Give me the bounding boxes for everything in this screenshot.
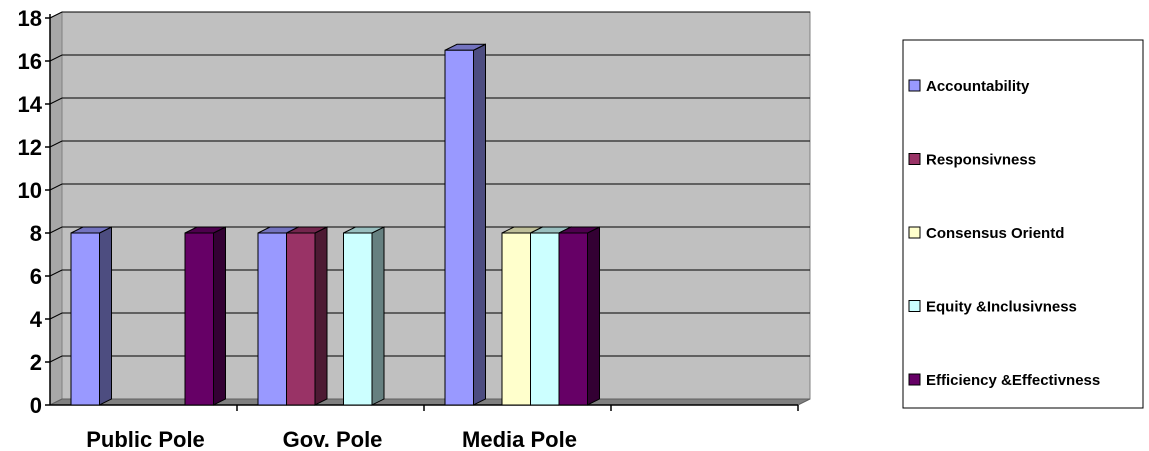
bar-front-face xyxy=(286,232,316,406)
y-tick-label: 0 xyxy=(30,393,42,418)
x-category-label: Gov. Pole xyxy=(283,427,383,451)
legend-swatch xyxy=(908,300,921,312)
y-tick-label: 4 xyxy=(30,307,43,332)
bar-front-face xyxy=(530,232,560,406)
bar-front-face xyxy=(444,49,474,406)
y-tick-label: 18 xyxy=(18,6,42,31)
legend-swatch xyxy=(908,79,921,92)
y-axis-tick-labels: 0 2 4 6 8 10 12 14 16 18 xyxy=(18,6,43,418)
legend-box xyxy=(902,39,1144,409)
y-tick-label: 8 xyxy=(30,221,42,246)
plot-back-wall xyxy=(61,11,811,400)
bar xyxy=(343,226,385,406)
legend-item: Consensus Orientd xyxy=(908,225,1064,242)
bar xyxy=(70,226,112,406)
plot-area xyxy=(49,11,811,406)
y-tick-label: 14 xyxy=(18,92,43,117)
gridline xyxy=(49,183,810,191)
legend-swatch xyxy=(908,373,921,386)
legend-swatch xyxy=(908,226,921,239)
bar-side-face xyxy=(314,226,328,406)
y-tick-label: 10 xyxy=(18,178,42,203)
bar-front-face xyxy=(184,232,214,406)
bar-front-face xyxy=(501,232,531,406)
legend-label: Equity &Inclusivness xyxy=(926,299,1077,316)
y-tick-label: 12 xyxy=(18,135,42,160)
legend-label: Consensus Orientd xyxy=(926,225,1064,242)
bar xyxy=(558,226,600,406)
plot-floor xyxy=(49,398,811,406)
bars xyxy=(70,43,600,406)
gridline xyxy=(49,97,810,105)
gridline xyxy=(49,140,810,148)
y-tick-label: 2 xyxy=(30,350,42,375)
bar xyxy=(444,43,486,406)
x-category-label: Public Pole xyxy=(86,427,205,451)
bar-front-face xyxy=(70,232,100,406)
legend-item: Responsivness xyxy=(908,152,1036,169)
bar-side-face xyxy=(371,226,385,406)
y-tick-label: 16 xyxy=(18,49,42,74)
gridline xyxy=(49,11,810,19)
bar-side-face xyxy=(473,43,486,406)
plot-side-wall xyxy=(49,11,63,406)
gridlines xyxy=(49,11,810,363)
legend-label: Efficiency &Effectivness xyxy=(926,372,1100,389)
x-category-label: Media Pole xyxy=(462,427,577,451)
bar-side-face xyxy=(587,226,600,406)
bar-front-face xyxy=(558,232,588,406)
legend: Accountability Responsivness Consensus Ori… xyxy=(902,39,1144,409)
bar xyxy=(184,226,226,406)
bar-front-face xyxy=(257,232,287,406)
y-tick-label: 6 xyxy=(30,264,42,289)
bar-side-face xyxy=(99,226,112,406)
gridline xyxy=(49,54,810,62)
legend-label: Responsivness xyxy=(926,152,1036,169)
bar xyxy=(286,226,328,406)
x-axis-category-labels: Public Pole Gov. Pole Media Pole xyxy=(86,427,577,451)
bar-side-face xyxy=(213,226,226,406)
bar-front-face xyxy=(343,232,373,406)
legend-label: Accountability xyxy=(926,78,1030,95)
legend-item: Equity &Inclusivness xyxy=(908,299,1077,316)
axes xyxy=(45,14,799,411)
legend-swatch xyxy=(908,153,921,165)
legend-item: Efficiency &Effectivness xyxy=(908,372,1100,389)
legend-item: Accountability xyxy=(908,78,1030,95)
